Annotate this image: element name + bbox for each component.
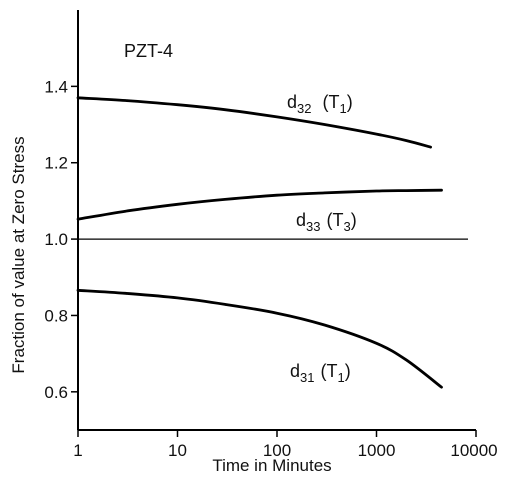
x-tick-label: 100 (263, 441, 291, 460)
y-tick-label: 1.2 (44, 154, 68, 173)
series-label-d32: d32 (T1) (287, 92, 353, 116)
series-label-d32-close: ) (347, 92, 353, 112)
series (76, 96, 443, 389)
y-tick-label: 1.4 (44, 77, 68, 96)
series-label-d33: d33 (T3) (296, 210, 357, 234)
series-label-d32-sub: 32 (297, 101, 311, 116)
series-label-d33-paren-sub: 3 (343, 219, 350, 234)
series-label-d33-sub: 33 (306, 219, 320, 234)
series-line-33 (76, 188, 443, 221)
series-line-32 (76, 96, 432, 149)
x-tick-label: 1 (73, 441, 82, 460)
series-label-d31-close: ) (345, 361, 351, 381)
series-label-d31-paren: (T (320, 361, 337, 381)
series-label-d31: d31 (T1) (290, 361, 351, 385)
series-label-d32-paren-sub: 1 (339, 101, 346, 116)
y-axis-title: Fraction of value at Zero Stress (9, 136, 28, 373)
series-label-d31-sub: 31 (300, 370, 314, 385)
series-label-d32-paren: (T (322, 92, 339, 112)
series-line-31 (76, 288, 443, 389)
y-tick-label: 1.0 (44, 230, 68, 249)
series-label-d31-paren-sub: 1 (337, 370, 344, 385)
series-label-d33-close: ) (351, 210, 357, 230)
series-label-d31-main: d (290, 361, 300, 381)
series-label-d33-main: d (296, 210, 306, 230)
x-tick-label: 10000 (450, 441, 497, 460)
series-label-d32-main: d (287, 92, 297, 112)
y-tick-label: 0.8 (44, 306, 68, 325)
x-tick-label: 1000 (358, 441, 396, 460)
series-label-d33-paren: (T (326, 210, 343, 230)
y-tick-label: 0.6 (44, 383, 68, 402)
material-label: PZT-4 (124, 41, 173, 61)
x-tick-label: 10 (168, 441, 187, 460)
x-axis-title: Time in Minutes (212, 456, 331, 475)
ticks: 1 10 100 1000 10000 0.6 0.8 1.0 1.2 1.4 (44, 77, 497, 460)
